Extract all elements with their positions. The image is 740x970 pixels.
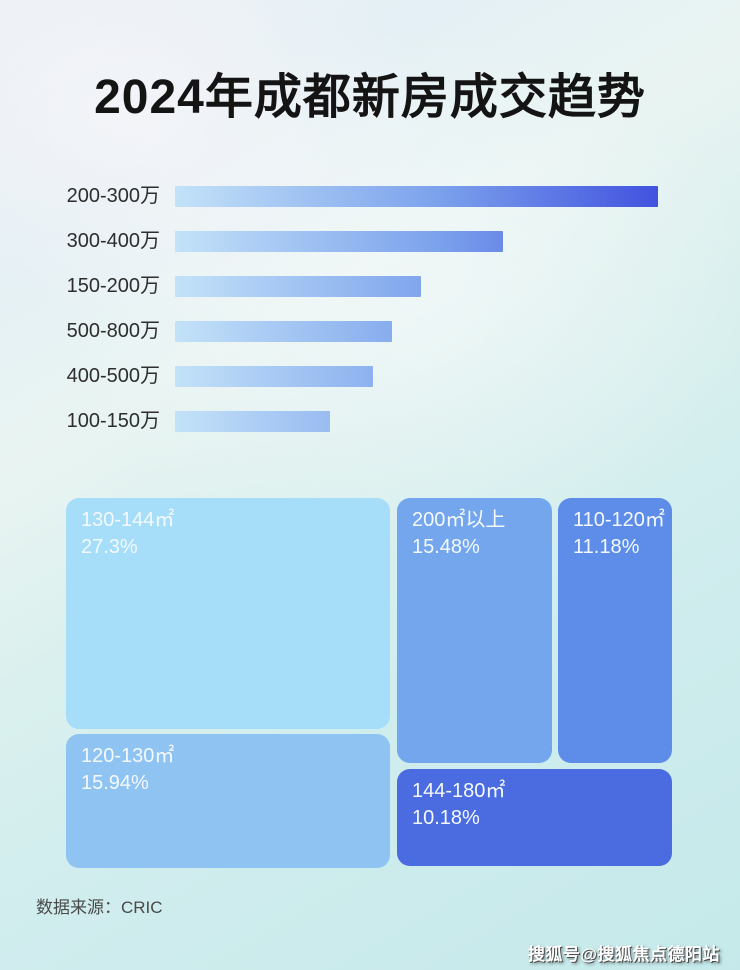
treemap-block-label: 200㎡以上: [412, 509, 506, 531]
bar: [175, 276, 421, 297]
bar-row: 300-400万: [0, 231, 740, 252]
treemap-block-label: 144-180㎡: [412, 780, 506, 802]
bar: [175, 186, 658, 207]
bar-row: 500-800万: [0, 321, 740, 342]
bar-label: 100-150万: [66, 410, 160, 432]
treemap-block-label: 120-130㎡: [81, 745, 175, 767]
treemap-block-value: 10.18%: [412, 807, 480, 829]
treemap-block-value: 11.18%: [573, 536, 640, 558]
bar: [175, 411, 330, 432]
treemap-block-110-120: 110-120㎡ 11.18%: [558, 498, 672, 763]
treemap-block-value: 15.48%: [412, 536, 480, 558]
bar-row: 100-150万: [0, 411, 740, 432]
treemap-block-label: 130-144㎡: [81, 509, 175, 531]
bar: [175, 231, 503, 252]
bar-label: 200-300万: [66, 185, 160, 207]
watermark-text: 搜狐号@搜狐焦点德阳站: [527, 945, 720, 964]
treemap-block-144-180: 144-180㎡ 10.18%: [397, 769, 672, 866]
treemap-block-value: 27.3%: [81, 536, 138, 558]
bar: [175, 366, 373, 387]
page-title: 2024年成都新房成交趋势: [94, 71, 646, 125]
treemap-block-120-130: 120-130㎡ 15.94%: [66, 734, 390, 868]
bar-row: 150-200万: [0, 276, 740, 297]
bar-label: 150-200万: [66, 275, 160, 297]
treemap-block-label: 110-120㎡: [573, 509, 665, 531]
treemap-block-value: 15.94%: [81, 772, 149, 794]
bar: [175, 321, 392, 342]
treemap-block-130-144: 130-144㎡ 27.3%: [66, 498, 390, 729]
area-size-treemap: 130-144㎡ 27.3% 120-130㎡ 15.94% 200㎡以上 15…: [66, 498, 672, 868]
bar-label: 500-800万: [66, 320, 160, 342]
bar-row: 200-300万: [0, 186, 740, 207]
data-source-caption: 数据来源：CRIC: [36, 898, 163, 917]
bar-label: 400-500万: [66, 365, 160, 387]
bar-row: 400-500万: [0, 366, 740, 387]
treemap-block-200-plus: 200㎡以上 15.48%: [397, 498, 552, 763]
price-range-bar-chart: 200-300万 300-400万 150-200万 500-800万 400-…: [0, 186, 740, 456]
bar-label: 300-400万: [66, 230, 160, 252]
